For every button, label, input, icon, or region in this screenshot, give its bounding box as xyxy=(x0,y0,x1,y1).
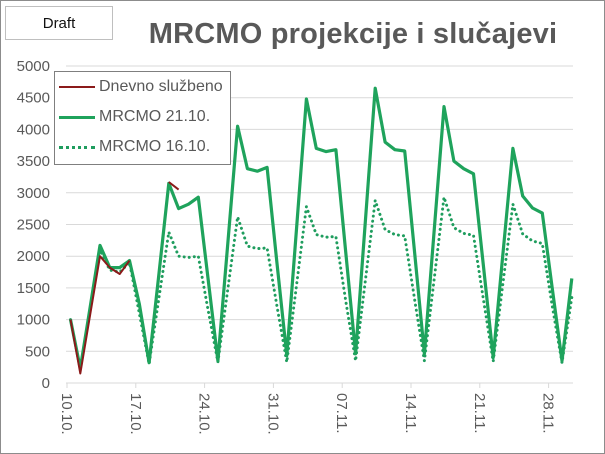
legend-swatch-dnevno xyxy=(59,86,95,88)
legend-item-dnevno: Dnevno službeno xyxy=(59,75,223,99)
chart-legend: Dnevno službeno MRCMO 21.10. MRCMO 16.10… xyxy=(54,71,231,165)
legend-label: Dnevno službeno xyxy=(99,78,223,95)
x-tick-label: 31.10. xyxy=(264,393,281,435)
legend-item-mrcmo-21: MRCMO 21.10. xyxy=(59,105,210,129)
y-tick-label: 1000 xyxy=(17,312,50,329)
legend-label: MRCMO 21.10. xyxy=(99,108,211,125)
legend-label: MRCMO 16.10. xyxy=(99,138,211,155)
legend-swatch-mrcmo-16 xyxy=(59,145,95,149)
series-line xyxy=(68,86,574,370)
y-tick-label: 1500 xyxy=(17,280,50,297)
y-tick-label: 3000 xyxy=(17,185,50,202)
y-tick-label: 5000 xyxy=(17,58,50,75)
legend-swatch-mrcmo-21 xyxy=(59,115,95,119)
legend-item-mrcmo-16: MRCMO 16.10. xyxy=(59,135,210,159)
x-tick-label: 10.10. xyxy=(58,393,75,435)
x-tick-label: 17.10. xyxy=(127,393,144,435)
y-tick-label: 0 xyxy=(42,375,50,392)
draft-label: Draft xyxy=(42,14,76,32)
series-line xyxy=(168,181,180,191)
y-tick-label: 3500 xyxy=(17,153,50,170)
x-tick-label: 21.11. xyxy=(471,393,488,434)
chart-title: MRCMO projekcije i slučajevi xyxy=(148,18,558,50)
y-tick-label: 500 xyxy=(25,343,50,360)
series-line xyxy=(69,255,131,375)
y-tick-label: 4000 xyxy=(17,121,50,138)
x-tick-label: 28.11. xyxy=(540,393,557,434)
x-tick-label: 07.11. xyxy=(333,393,350,434)
draft-badge[interactable]: Draft xyxy=(5,6,113,40)
y-tick-label: 4500 xyxy=(17,90,50,107)
x-tick-label: 14.11. xyxy=(402,393,419,434)
y-tick-label: 2500 xyxy=(17,217,50,234)
y-tick-label: 2000 xyxy=(17,248,50,265)
x-tick-label: 24.10. xyxy=(196,393,213,435)
